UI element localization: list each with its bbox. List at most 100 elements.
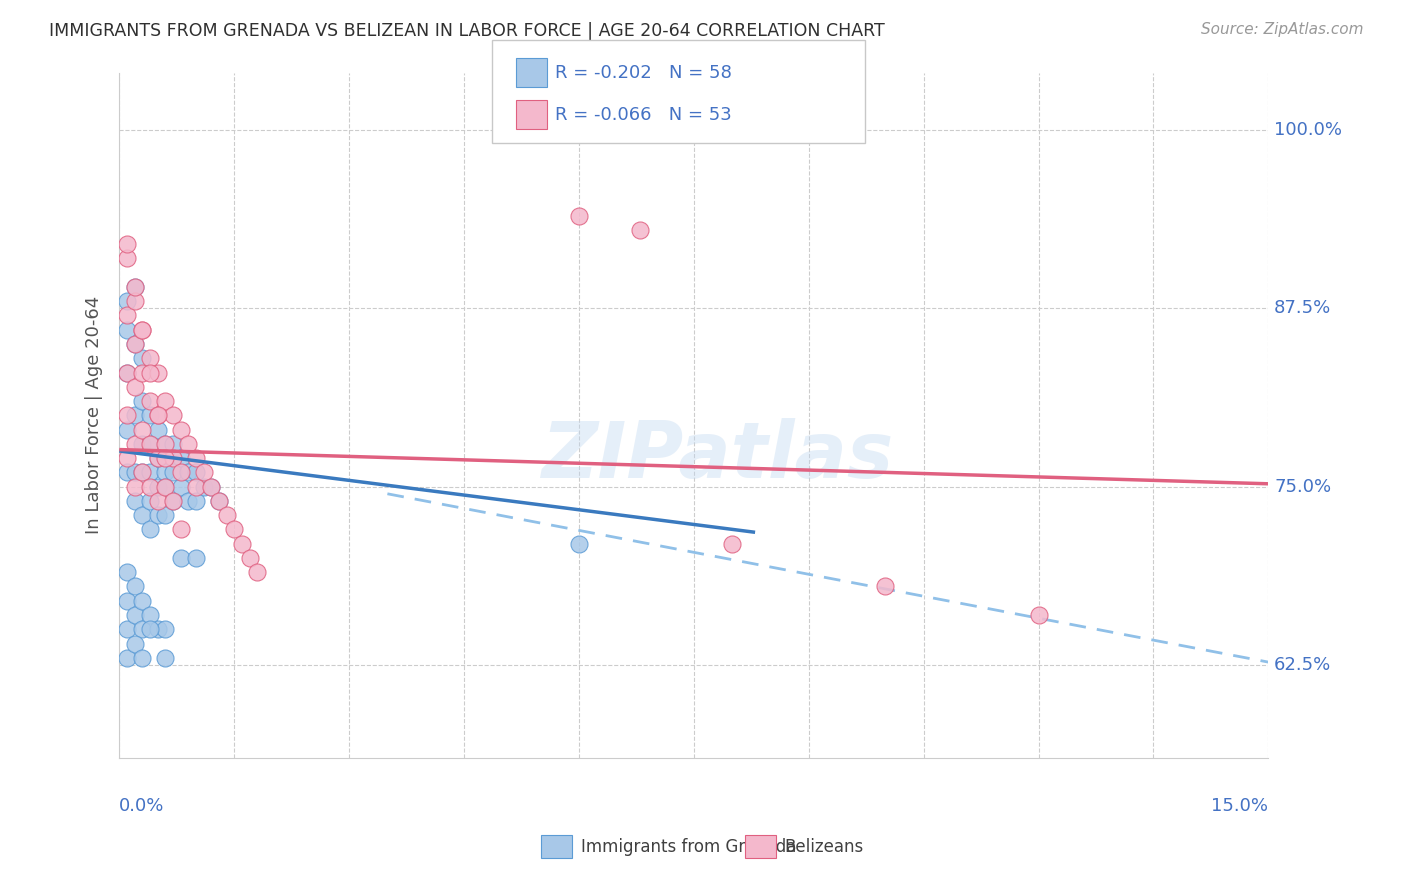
Point (231, 537, 253, 551)
Text: 100.0%: 100.0% (1274, 121, 1343, 139)
Point (162, 494, 184, 508)
Point (139, 607, 162, 622)
Point (155, 451, 177, 466)
Point (124, 494, 146, 508)
Point (568, 537, 591, 551)
Point (131, 323, 153, 337)
Point (115, 252, 138, 266)
Point (124, 607, 146, 622)
Point (155, 394, 177, 409)
Text: IMMIGRANTS FROM GRENADA VS BELIZEAN IN LABOR FORCE | AGE 20-64 CORRELATION CHART: IMMIGRANTS FROM GRENADA VS BELIZEAN IN L… (49, 22, 884, 40)
Point (146, 451, 169, 466)
Point (224, 523, 246, 537)
Point (124, 294, 146, 309)
Point (139, 523, 162, 537)
Point (115, 423, 138, 437)
Text: R = -0.066   N = 53: R = -0.066 N = 53 (555, 105, 733, 124)
Point (238, 551, 260, 566)
Text: R = -0.202   N = 58: R = -0.202 N = 58 (555, 63, 733, 82)
Point (146, 451, 169, 466)
Point (131, 650, 153, 665)
Point (115, 466, 138, 480)
Point (124, 480, 146, 494)
Point (124, 380, 146, 394)
Point (139, 437, 162, 451)
Point (215, 508, 238, 523)
Point (169, 466, 191, 480)
Point (169, 423, 191, 437)
Point (115, 650, 138, 665)
Point (177, 466, 200, 480)
Point (124, 636, 146, 650)
Text: Belizeans: Belizeans (785, 838, 863, 855)
Point (146, 622, 169, 636)
Text: 0.0%: 0.0% (120, 797, 165, 814)
Point (139, 466, 162, 480)
Point (1028, 607, 1050, 622)
Point (131, 622, 153, 636)
Point (131, 466, 153, 480)
Point (131, 394, 153, 409)
Point (124, 337, 146, 351)
Y-axis label: In Labor Force | Age 20-64: In Labor Force | Age 20-64 (86, 296, 103, 534)
Text: Immigrants from Grenada: Immigrants from Grenada (581, 838, 796, 855)
Point (124, 466, 146, 480)
Point (162, 494, 184, 508)
Point (139, 437, 162, 451)
Text: Source: ZipAtlas.com: Source: ZipAtlas.com (1201, 22, 1364, 37)
Point (124, 409, 146, 423)
Point (208, 494, 231, 508)
Point (162, 409, 184, 423)
Point (155, 480, 177, 494)
Point (184, 551, 207, 566)
Text: 15.0%: 15.0% (1212, 797, 1268, 814)
Point (115, 237, 138, 252)
Point (139, 409, 162, 423)
Point (200, 480, 222, 494)
Point (162, 451, 184, 466)
Point (155, 508, 177, 523)
Point (193, 466, 215, 480)
Point (131, 351, 153, 366)
Point (155, 437, 177, 451)
Point (162, 437, 184, 451)
Point (146, 508, 169, 523)
Point (131, 423, 153, 437)
Point (875, 580, 897, 594)
Point (124, 280, 146, 294)
Point (131, 437, 153, 451)
Point (155, 622, 177, 636)
Point (115, 566, 138, 580)
Point (155, 650, 177, 665)
Point (131, 508, 153, 523)
Text: 62.5%: 62.5% (1274, 656, 1331, 674)
Point (246, 566, 269, 580)
Point (146, 494, 169, 508)
Text: 87.5%: 87.5% (1274, 300, 1331, 318)
Point (193, 480, 215, 494)
Point (139, 351, 162, 366)
Point (131, 594, 153, 608)
Text: 75.0%: 75.0% (1274, 477, 1331, 496)
Point (155, 437, 177, 451)
Point (131, 366, 153, 380)
Point (115, 366, 138, 380)
Point (177, 437, 200, 451)
Point (124, 280, 146, 294)
Point (115, 409, 138, 423)
Point (131, 466, 153, 480)
Point (169, 523, 191, 537)
Point (146, 423, 169, 437)
Point (115, 451, 138, 466)
Point (568, 209, 591, 223)
Point (208, 494, 231, 508)
Point (139, 366, 162, 380)
Point (169, 451, 191, 466)
Point (124, 580, 146, 594)
Point (139, 622, 162, 636)
Point (146, 480, 169, 494)
Point (177, 494, 200, 508)
Point (146, 366, 169, 380)
Point (155, 466, 177, 480)
Point (184, 466, 207, 480)
